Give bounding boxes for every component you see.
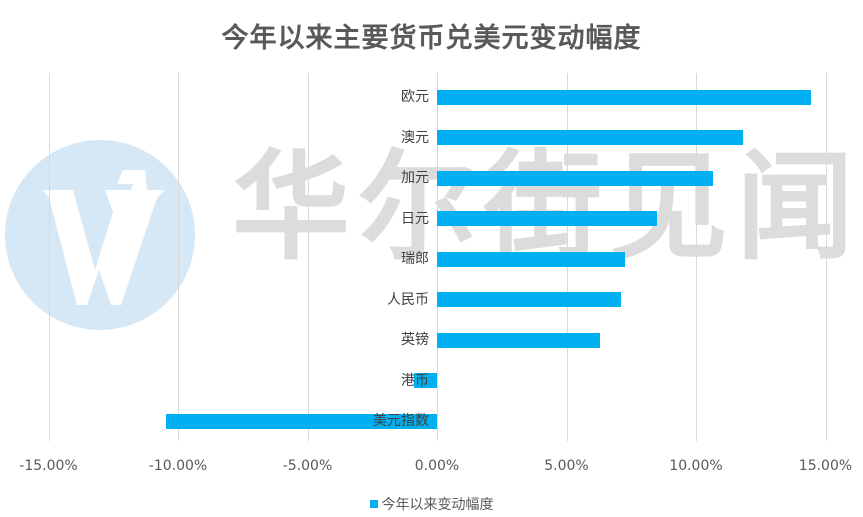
category-label: 澳元	[401, 129, 429, 146]
legend-swatch-icon	[369, 500, 378, 508]
bar	[437, 170, 713, 186]
bar	[437, 130, 743, 145]
x-tick-label: -5.00%	[282, 458, 333, 474]
bar	[437, 89, 811, 105]
gridline	[178, 73, 179, 441]
x-tick-label: 5.00%	[544, 458, 589, 474]
category-label: 日元	[401, 210, 429, 227]
gridline	[49, 73, 50, 441]
category-label: 英镑	[401, 332, 429, 348]
watermark-text: 华尔街见闻	[232, 137, 863, 276]
category-label: 瑞郎	[401, 251, 429, 267]
wallstreetcn-w-logo-icon	[5, 140, 195, 330]
x-tick-label: 15.00%	[798, 458, 853, 474]
bar	[437, 211, 658, 226]
category-label: 欧元	[401, 89, 429, 105]
gridline	[696, 73, 697, 441]
legend: 今年以来变动幅度	[0, 494, 863, 514]
bar	[437, 292, 621, 307]
category-label: 加元	[401, 170, 429, 186]
x-tick-label: 10.00%	[669, 458, 723, 474]
legend-label: 今年以来变动幅度	[381, 497, 494, 513]
category-label: 人民币	[387, 291, 429, 308]
category-label: 港币	[401, 372, 429, 389]
bar	[437, 251, 626, 267]
gridline	[308, 73, 309, 441]
chart-title: 今年以来主要货币兑美元变动幅度	[221, 23, 642, 54]
x-tick-label: -15.00%	[19, 458, 78, 474]
bar	[166, 413, 437, 429]
gridline	[826, 73, 827, 441]
category-label: 美元指数	[373, 413, 429, 429]
bar	[413, 373, 437, 388]
x-tick-label: -10.00%	[148, 458, 208, 474]
bar	[437, 332, 600, 348]
x-tick-label: 0.00%	[414, 458, 460, 474]
